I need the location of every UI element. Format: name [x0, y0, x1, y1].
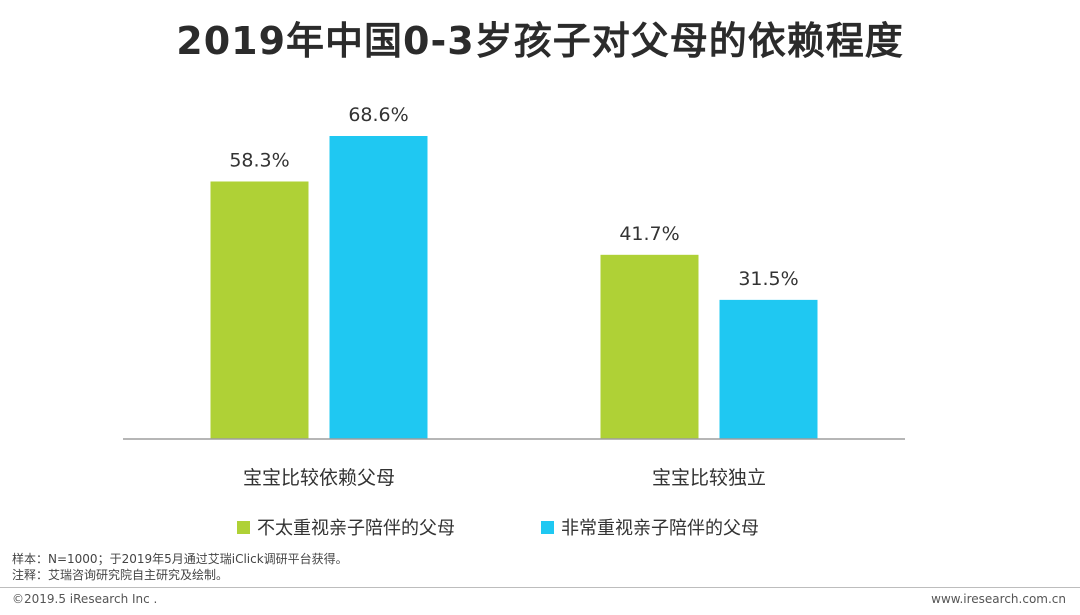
legend-swatch-series-0 — [237, 520, 250, 534]
legend: 不太重视亲子陪伴的父母 非常重视亲子陪伴的父母 — [0, 514, 1080, 544]
sample-note: 样本：N=1000；于2019年5月通过艾瑞iClick调研平台获得。 — [12, 552, 348, 566]
bar-1-0 — [600, 254, 699, 439]
data-label-0-1: 68.6% — [348, 104, 408, 126]
legend-swatch-series-1 — [541, 520, 554, 534]
chart-title: 2019年中国0-3岁孩子对父母的依赖程度 — [176, 19, 904, 63]
category-label-0: 宝宝比较依赖父母 — [243, 467, 395, 489]
notes: 样本：N=1000；于2019年5月通过艾瑞iClick调研平台获得。 注释：艾… — [12, 551, 348, 583]
legend-label-series-1: 非常重视亲子陪伴的父母 — [561, 518, 759, 539]
bar-0-1 — [329, 136, 428, 439]
data-label-1-0: 41.7% — [619, 223, 679, 245]
website-text: www.iresearch.com.cn — [931, 592, 1066, 606]
bar-1-1 — [719, 299, 818, 439]
category-label-1: 宝宝比较独立 — [652, 467, 766, 489]
data-label-0-0: 58.3% — [229, 149, 289, 171]
legend-item-series-0: 不太重视亲子陪伴的父母 — [237, 514, 455, 540]
copyright-text: ©2019.5 iResearch Inc . — [12, 592, 158, 606]
legend-item-series-1: 非常重视亲子陪伴的父母 — [541, 514, 759, 540]
legend-label-series-0: 不太重视亲子陪伴的父母 — [257, 518, 455, 539]
remark-note: 注释：艾瑞咨询研究院自主研究及绘制。 — [12, 568, 229, 582]
data-label-1-1: 31.5% — [738, 268, 798, 290]
bar-0-0 — [210, 181, 309, 439]
footer-divider — [0, 587, 1080, 588]
